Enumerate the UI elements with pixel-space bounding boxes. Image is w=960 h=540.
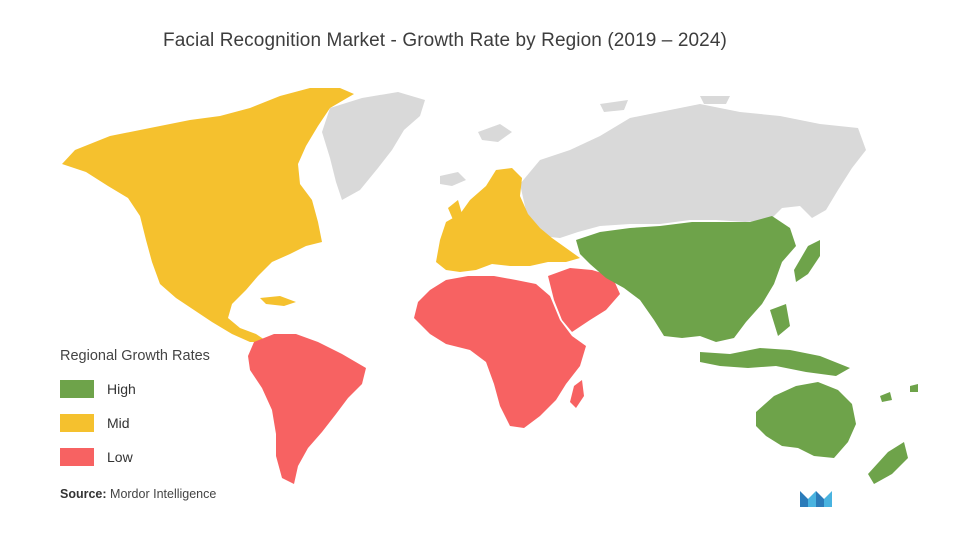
region-asia — [576, 216, 796, 342]
legend-label: Low — [107, 449, 133, 465]
region-sea-islands — [700, 304, 850, 376]
region-new-zealand — [868, 442, 908, 484]
legend-item-high: High — [60, 378, 210, 400]
region-europe — [436, 168, 580, 272]
source-note: Source: Mordor Intelligence — [60, 487, 216, 501]
region-madagascar — [570, 380, 584, 408]
region-russia — [520, 104, 866, 238]
legend-title: Regional Growth Rates — [60, 348, 210, 364]
legend-label: Mid — [107, 415, 130, 431]
legend-item-low: Low — [60, 446, 210, 468]
legend-label: High — [107, 381, 136, 397]
legend: Regional Growth Rates High Mid Low — [60, 348, 210, 480]
region-japan — [794, 240, 820, 282]
region-africa — [414, 276, 586, 428]
region-uk — [448, 200, 462, 222]
legend-swatch-low — [60, 448, 94, 466]
legend-swatch-mid — [60, 414, 94, 432]
legend-item-mid: Mid — [60, 412, 210, 434]
source-prefix: Source: — [60, 487, 107, 501]
region-caribbean — [260, 296, 296, 306]
chart-title: Facial Recognition Market - Growth Rate … — [163, 30, 727, 51]
region-south-america — [248, 334, 366, 484]
region-greenland — [322, 92, 425, 200]
region-pacific-islands — [880, 384, 918, 402]
region-iceland — [440, 172, 466, 186]
region-middle-east — [548, 268, 620, 332]
source-text: Mordor Intelligence — [110, 487, 217, 501]
mordor-intelligence-logo-icon — [800, 491, 832, 507]
region-australia — [756, 382, 856, 458]
region-north-america — [62, 88, 354, 342]
legend-swatch-high — [60, 380, 94, 398]
region-arctic-islands — [478, 96, 730, 142]
